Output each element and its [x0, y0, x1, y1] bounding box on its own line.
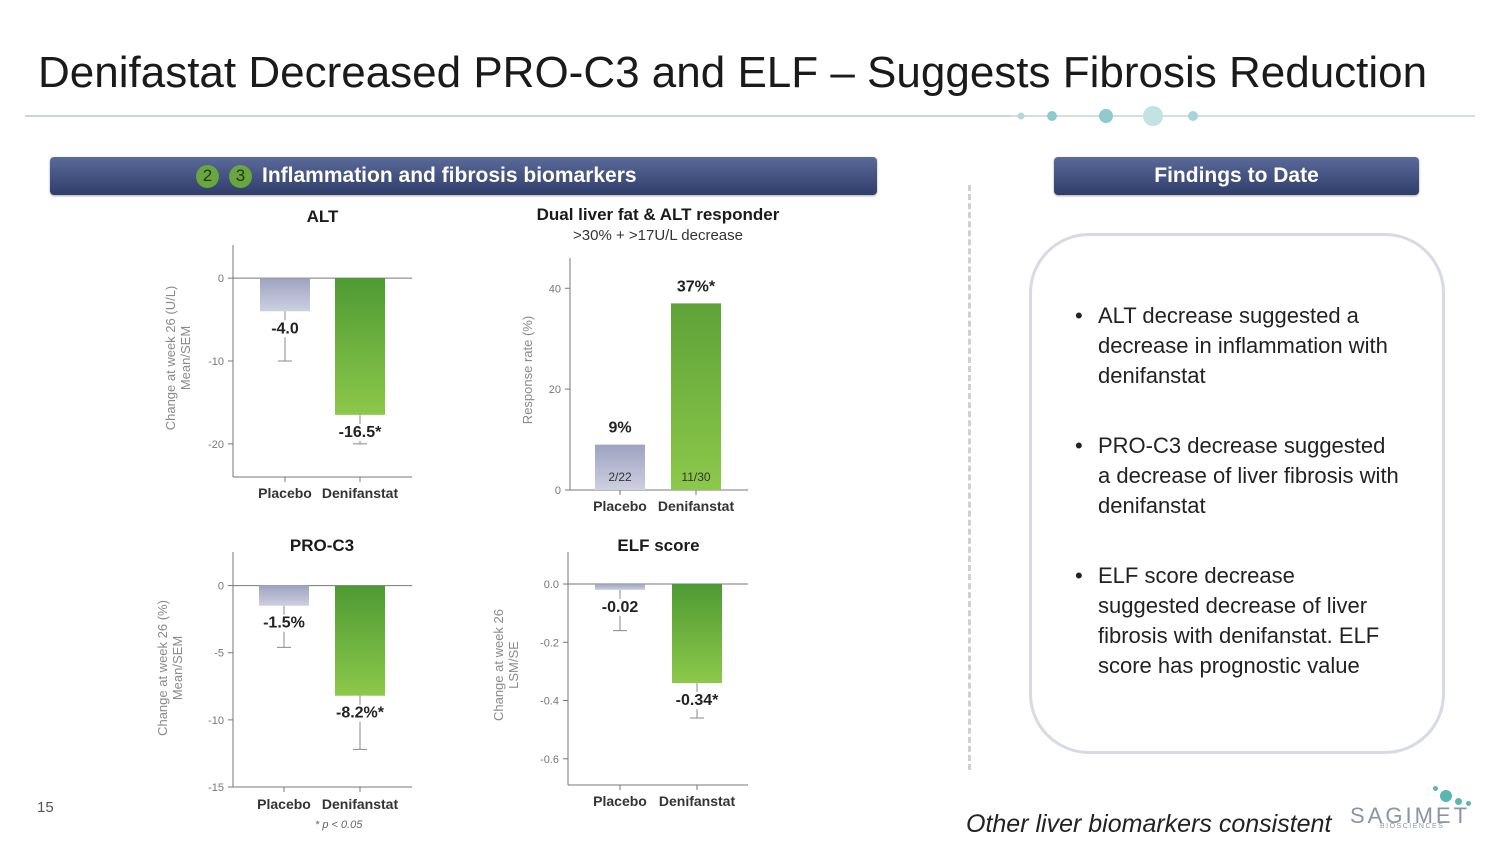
chart-title: PRO-C3: [290, 536, 354, 555]
x-tick-label: Placebo: [257, 796, 311, 812]
denifanstat-bar: [671, 303, 721, 490]
page-title: Denifastat Decreased PRO-C3 and ELF – Su…: [38, 48, 1428, 97]
logo-name: SAGIMET: [1350, 803, 1471, 828]
denifanstat-bar: [335, 278, 385, 415]
y-tick-label: 40: [549, 283, 561, 295]
findings-header: Findings to Date: [1054, 157, 1419, 195]
y-tick-label: 0: [218, 581, 224, 593]
y-axis-label: Change at week 26LSM/SE: [491, 609, 521, 721]
data-label: -4.0: [271, 320, 299, 337]
badge-2: 2: [196, 164, 219, 188]
y-axis-label-line: Change at week 26 (U/L): [163, 286, 178, 431]
finding-item: PRO-C3 decrease suggested a decrease of …: [1075, 431, 1400, 521]
y-tick-label: -10: [208, 715, 224, 727]
y-tick-label: 0: [555, 485, 561, 497]
x-tick-label: Placebo: [258, 485, 312, 501]
other-note: Other liver biomarkers consistent: [966, 810, 1332, 838]
data-label: 9%: [608, 420, 631, 437]
finding-item: ELF score decrease suggested decrease of…: [1075, 561, 1400, 681]
bar-inner-label: 11/30: [681, 470, 710, 484]
data-label-bg: [673, 692, 722, 710]
data-label-bg: [599, 598, 641, 616]
biomarkers-header: 2 3 Inflammation and fibrosis biomarkers: [50, 157, 877, 195]
finding-item: ALT decrease suggested a decrease in inf…: [1075, 301, 1400, 391]
x-tick-label: Placebo: [593, 498, 647, 514]
divider-dot: [1047, 111, 1057, 121]
chart-svg: Dual liver fat & ALT responder >30% + >17…: [520, 205, 780, 514]
data-label-bg: [269, 320, 301, 338]
denifanstat-bar: [335, 585, 385, 696]
y-tick-label: -15: [208, 782, 224, 794]
findings-header-label: Findings to Date: [1154, 164, 1319, 187]
y-tick-label: -0.6: [540, 754, 559, 766]
data-label: -16.5*: [339, 424, 382, 441]
y-axis-label: Change at week 26 (%)Mean/SEM: [155, 600, 185, 736]
dashed-separator: [968, 185, 971, 770]
x-tick-label: Denifanstat: [659, 793, 736, 809]
badge-3: 3: [229, 164, 252, 188]
company-logo: SAGIMET BIOSCIENCES: [1348, 786, 1478, 836]
placebo-bar: [259, 585, 309, 606]
chart-title: Dual liver fat & ALT responder: [537, 205, 780, 224]
y-axis-label-line: Change at week 26 (%): [155, 600, 170, 736]
data-label: -0.34*: [676, 692, 719, 709]
y-axis-label-line: Mean/SEM: [170, 636, 185, 700]
y-axis-label-line: LSM/SE: [506, 641, 521, 689]
data-label: -0.02: [602, 599, 639, 616]
y-axis-label: Response rate (%): [520, 316, 535, 424]
y-axis-label-line: Response rate (%): [520, 316, 535, 424]
chart-subtitle: >30% + >17U/L decrease: [573, 227, 743, 244]
pro-c3-chart: PRO-C3 Change at week 26 (%)Mean/SEM 0 -5 -1…: [150, 530, 430, 820]
data-label: -8.2%*: [336, 705, 385, 722]
findings-panel: ALT decrease suggested a decrease in inf…: [1029, 233, 1445, 754]
placebo-bar: [260, 278, 310, 312]
divider-dot: [1143, 106, 1163, 126]
bar-inner-label: 2/22: [608, 470, 632, 484]
logo-dot: [1440, 790, 1452, 802]
logo-dot: [1455, 798, 1462, 805]
chart-title: ELF score: [617, 536, 699, 555]
chart-svg: PRO-C3 Change at week 26 (%)Mean/SEM 0 -5 -1…: [155, 536, 412, 812]
chart-svg: ALT Change at week 26 (U/L)Mean/SEM 0 -10 -2…: [163, 207, 412, 501]
y-tick-label: 0.0: [544, 579, 559, 591]
logo-subtitle: BIOSCIENCES: [1380, 823, 1445, 830]
y-tick-label: 0: [218, 273, 224, 285]
y-tick-label: -20: [208, 439, 224, 451]
data-label-bg: [261, 614, 307, 632]
data-label-bg: [336, 423, 385, 441]
y-tick-label: -10: [208, 356, 224, 368]
x-tick-label: Denifanstat: [322, 796, 399, 812]
findings-list: ALT decrease suggested a decrease in inf…: [1075, 301, 1400, 721]
decorative-divider: [25, 106, 1475, 126]
x-tick-label: Denifanstat: [658, 498, 735, 514]
data-label: -1.5%: [263, 615, 305, 632]
chart-svg: ELF score Change at week 26LSM/SE 0.0 -0.2 -…: [491, 536, 748, 809]
placebo-bar: [595, 444, 645, 490]
y-axis-label-line: Change at week 26: [491, 609, 506, 721]
y-tick-label: 20: [549, 384, 561, 396]
data-label-bg: [333, 704, 387, 722]
y-axis-label-line: Mean/SEM: [178, 326, 193, 390]
divider-dot: [1099, 109, 1113, 123]
responder-chart: Dual liver fat & ALT responder >30% + >17…: [500, 200, 830, 520]
y-tick-label: -0.4: [540, 696, 559, 708]
divider-dot: [1188, 111, 1198, 121]
alt-chart: ALT Change at week 26 (U/L)Mean/SEM 0 -10 -2…: [150, 200, 430, 510]
page-number: 15: [37, 799, 54, 816]
chart-title: ALT: [307, 207, 339, 226]
divider-dot: [1017, 112, 1025, 120]
y-axis-label: Change at week 26 (U/L)Mean/SEM: [163, 286, 193, 431]
data-label: 37%*: [677, 278, 716, 295]
denifanstat-bar: [672, 584, 722, 684]
logo-dot: [1466, 801, 1471, 806]
y-tick-label: -5: [214, 648, 224, 660]
y-tick-label: -0.2: [540, 637, 559, 649]
biomarkers-header-label: Inflammation and fibrosis biomarkers: [262, 164, 637, 187]
x-tick-label: Denifanstat: [322, 485, 399, 501]
x-tick-label: Placebo: [593, 793, 647, 809]
elf-chart: ELF score Change at week 26LSM/SE 0.0 -0.2 -…: [480, 530, 780, 820]
logo-dot: [1433, 786, 1438, 791]
footnote: * p < 0.05: [315, 819, 363, 831]
placebo-bar: [595, 584, 645, 590]
